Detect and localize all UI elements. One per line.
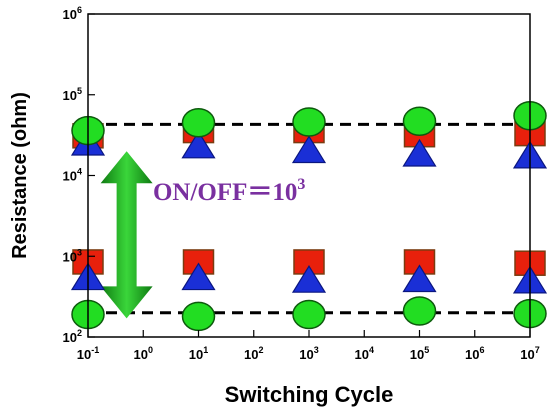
on-off-ratio-label: ON/OFF＝103 [153, 176, 305, 206]
data-point-circle [402, 296, 437, 326]
y-tick-label: 105 [63, 86, 82, 103]
data-point-circle [402, 106, 437, 136]
data-point-triangle [181, 262, 216, 291]
data-point-circle [292, 299, 326, 330]
data-point-triangle [181, 130, 216, 159]
data-point-triangle [402, 264, 437, 293]
data-point-triangle [402, 138, 437, 167]
x-tick-label: 105 [410, 345, 429, 362]
x-tick-label: 10-1 [77, 345, 99, 362]
data-point-circle [292, 107, 326, 137]
x-tick-label: 102 [244, 345, 263, 362]
y-axis-title: Resistance (ohm) [9, 92, 31, 259]
annotations: ON/OFF＝103 [153, 176, 305, 206]
x-tick-label: 106 [465, 345, 484, 362]
data-point-triangle [291, 135, 327, 164]
data-point-circle [181, 108, 216, 138]
data-point-triangle [291, 265, 327, 293]
data-marks [70, 100, 548, 332]
axis-ticks: 10-1 100 101 102 103 104 105 106 107 102 103 104 105… [63, 5, 540, 362]
y-tick-label: 103 [63, 247, 82, 264]
x-tick-label: 107 [520, 345, 539, 362]
x-tick-label: 103 [299, 345, 318, 362]
x-tick-label: 100 [134, 345, 153, 362]
arrow-layer [100, 151, 153, 319]
x-axis-title: Switching Cycle [225, 382, 394, 407]
y-tick-label: 102 [63, 328, 82, 345]
on-off-double-arrow [100, 151, 153, 319]
y-tick-label: 104 [63, 167, 82, 184]
x-tick-label: 104 [355, 345, 374, 362]
x-tick-label: 101 [189, 345, 208, 362]
y-tick-label: 106 [63, 5, 82, 22]
data-point-circle [181, 301, 216, 332]
